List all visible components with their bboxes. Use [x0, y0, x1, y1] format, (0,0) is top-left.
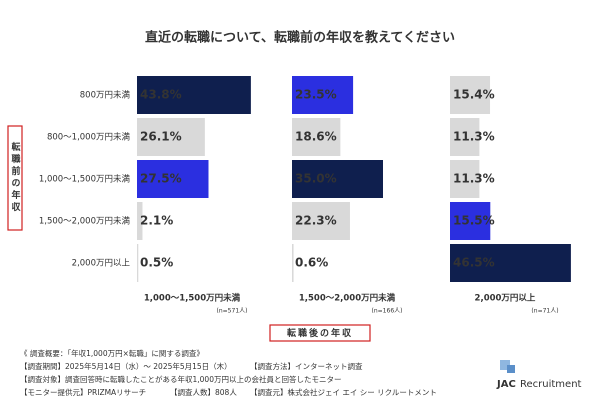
footnote: 【調査期間】2025年5月14日（水）～ 2025年5月15日（木） — [20, 361, 232, 371]
y-axis-label-box — [7, 125, 23, 231]
logo-icon — [500, 360, 510, 370]
logo: JAC Recruitment — [496, 360, 582, 390]
bar — [137, 160, 209, 198]
bar — [292, 244, 294, 282]
value-label: 27.5% — [140, 172, 182, 186]
bar — [450, 202, 491, 240]
value-label: 0.6% — [295, 256, 328, 270]
value-label: 26.1% — [140, 130, 182, 144]
logo-text: Recruitment — [520, 379, 582, 390]
y-axis-label: 転職前の年収 — [10, 141, 21, 214]
value-label: 35.0% — [295, 172, 337, 186]
category-label: 800万円未満 — [80, 90, 131, 101]
footnote: 【調査元】株式会社ジェイ エイ シー リクルートメント — [250, 387, 437, 397]
bar — [292, 202, 350, 240]
chart-title: 直近の転職について、転職前の年収を教えてください — [145, 30, 455, 46]
panel-label: 2,000万円以上 — [475, 293, 536, 304]
footnote: 【調査対象】調査回答時に転職したことがある年収1,000万円以上の会社員と回答し… — [20, 374, 341, 384]
footnote: 【調査方法】インターネット調査 — [250, 361, 363, 371]
value-label: 11.3% — [453, 130, 495, 144]
bar — [450, 244, 571, 282]
value-label: 22.3% — [295, 214, 337, 228]
bar — [137, 118, 205, 156]
bar — [137, 244, 139, 282]
x-axis-label-box — [269, 324, 371, 342]
bar — [292, 160, 383, 198]
value-label: 0.5% — [140, 256, 173, 270]
value-label: 15.5% — [453, 214, 495, 228]
x-axis-label: 転職後の年収 — [287, 327, 353, 339]
panel-label: 1,000～1,500万円未満 — [144, 293, 241, 304]
category-label: 2,000万円以上 — [72, 259, 131, 269]
logo-mark: JAC — [496, 379, 516, 390]
value-label: 15.4% — [453, 88, 495, 102]
bar — [292, 76, 354, 114]
bar — [450, 118, 480, 156]
value-label: 46.5% — [453, 256, 495, 270]
panel-label: 1,500～2,000万円未満 — [299, 293, 396, 304]
value-label: 23.5% — [295, 88, 337, 102]
value-label: 18.6% — [295, 130, 337, 144]
value-label: 43.8% — [140, 88, 182, 102]
footnote: 【モニター提供元】PRIZMAリサーチ — [20, 387, 146, 397]
category-label: 800～1,000万円未満 — [47, 132, 131, 143]
footnote: 【調査人数】808人 — [170, 387, 237, 397]
value-label: 11.3% — [453, 172, 495, 186]
panel-sample: (n=71人) — [531, 308, 558, 315]
bar — [137, 76, 251, 114]
footnote: 《 調査概要：「年収1,000万円×転職」に関する調査》 — [20, 348, 204, 358]
category-label: 1,500～2,000万円未満 — [39, 216, 131, 227]
bar — [450, 160, 480, 198]
value-label: 2.1% — [140, 214, 173, 228]
bar — [292, 118, 341, 156]
bar — [137, 202, 143, 240]
logo-icon — [507, 365, 515, 373]
bar — [450, 76, 491, 114]
panel-sample: (n=571人) — [217, 308, 248, 315]
panel-sample: (n=166人) — [372, 308, 403, 315]
category-label: 1,000～1,500万円未満 — [39, 174, 131, 185]
